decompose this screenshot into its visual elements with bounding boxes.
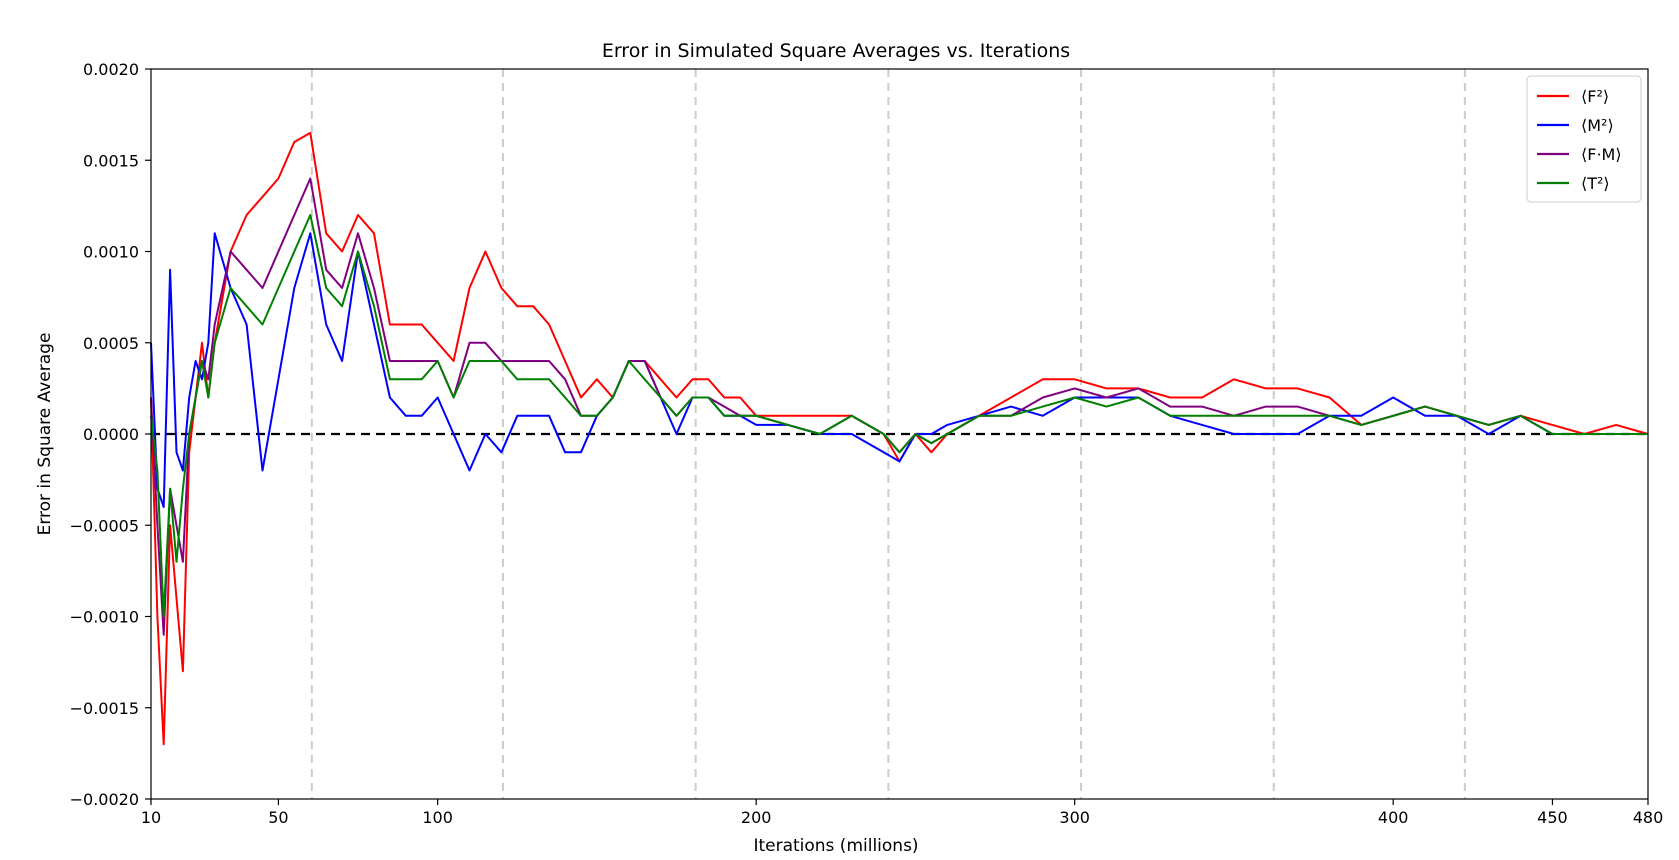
- x-tick-label: 50: [268, 808, 288, 827]
- legend-label-4: ⟨T²⟩: [1581, 174, 1610, 193]
- y-tick-label: −0.0005: [70, 516, 139, 535]
- x-tick-label: 100: [422, 808, 453, 827]
- y-axis-label: Error in Square Average: [35, 333, 55, 536]
- x-tick-label: 10: [141, 808, 161, 827]
- x-tick-label: 480: [1633, 808, 1664, 827]
- legend-label-2: ⟨M²⟩: [1581, 116, 1614, 135]
- y-tick-label: −0.0010: [70, 608, 139, 627]
- legend-label-3: ⟨F·M⟩: [1581, 145, 1622, 164]
- x-axis-label: Iterations (millions): [753, 836, 918, 856]
- legend-label-1: ⟨F²⟩: [1581, 87, 1609, 106]
- y-tick-label: 0.0020: [83, 60, 139, 79]
- legend: ⟨F²⟩ ⟨M²⟩ ⟨F·M⟩ ⟨T²⟩: [1526, 75, 1642, 203]
- y-tick-label: 0.0005: [83, 334, 139, 353]
- x-axis-ticks: 10 50 100 200 300 400 450 480: [141, 799, 1663, 827]
- series-lines: [150, 131, 1649, 746]
- y-tick-label: 0.0015: [83, 151, 139, 170]
- y-tick-label: 0.0000: [83, 425, 139, 444]
- y-axis-ticks: −0.0020 −0.0015 −0.0010 −0.0005 0.0000 0.0005…: [70, 60, 151, 809]
- y-tick-label: 0.0010: [83, 243, 139, 262]
- series-line-4: [150, 214, 1648, 618]
- x-tick-label: 300: [1059, 808, 1090, 827]
- series-line-3: [150, 177, 1648, 636]
- chart-title: Error in Simulated Square Averages vs. I…: [602, 40, 1070, 62]
- y-tick-label: −0.0020: [70, 790, 139, 809]
- x-tick-label: 450: [1537, 808, 1568, 827]
- x-tick-label: 400: [1378, 808, 1409, 827]
- y-tick-label: −0.0015: [70, 699, 139, 718]
- legend-box: [1526, 75, 1642, 203]
- x-tick-label: 200: [741, 808, 772, 827]
